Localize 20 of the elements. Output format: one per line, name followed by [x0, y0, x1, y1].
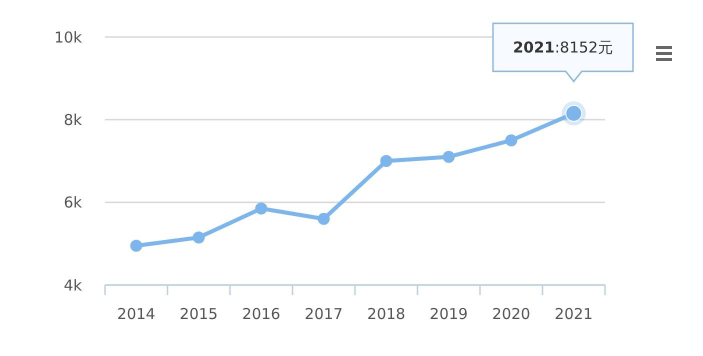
point — [255, 202, 268, 215]
x-tick-label: 2018 — [367, 305, 406, 323]
y-tick-label: 10k — [54, 28, 82, 46]
x-tick-label: 2015 — [180, 305, 218, 323]
x-tick-label: 2019 — [430, 305, 468, 323]
point — [505, 134, 518, 146]
point — [380, 155, 392, 167]
y-tick-label: 8k — [64, 110, 82, 129]
point — [442, 150, 455, 163]
y-tick-label: 4k — [64, 276, 82, 294]
x-tick-label: 2020 — [492, 305, 530, 323]
point — [192, 231, 205, 244]
x-tick-label: 2016 — [242, 305, 280, 323]
point — [318, 212, 330, 225]
y-tick-label: 6k — [64, 194, 82, 212]
x-tick-label: 2017 — [304, 305, 343, 323]
annotation: 2021:8152元 — [513, 38, 613, 57]
x-tick-label: 2021 — [554, 305, 593, 323]
point — [130, 240, 142, 252]
x-tick-label: 2014 — [117, 305, 156, 323]
